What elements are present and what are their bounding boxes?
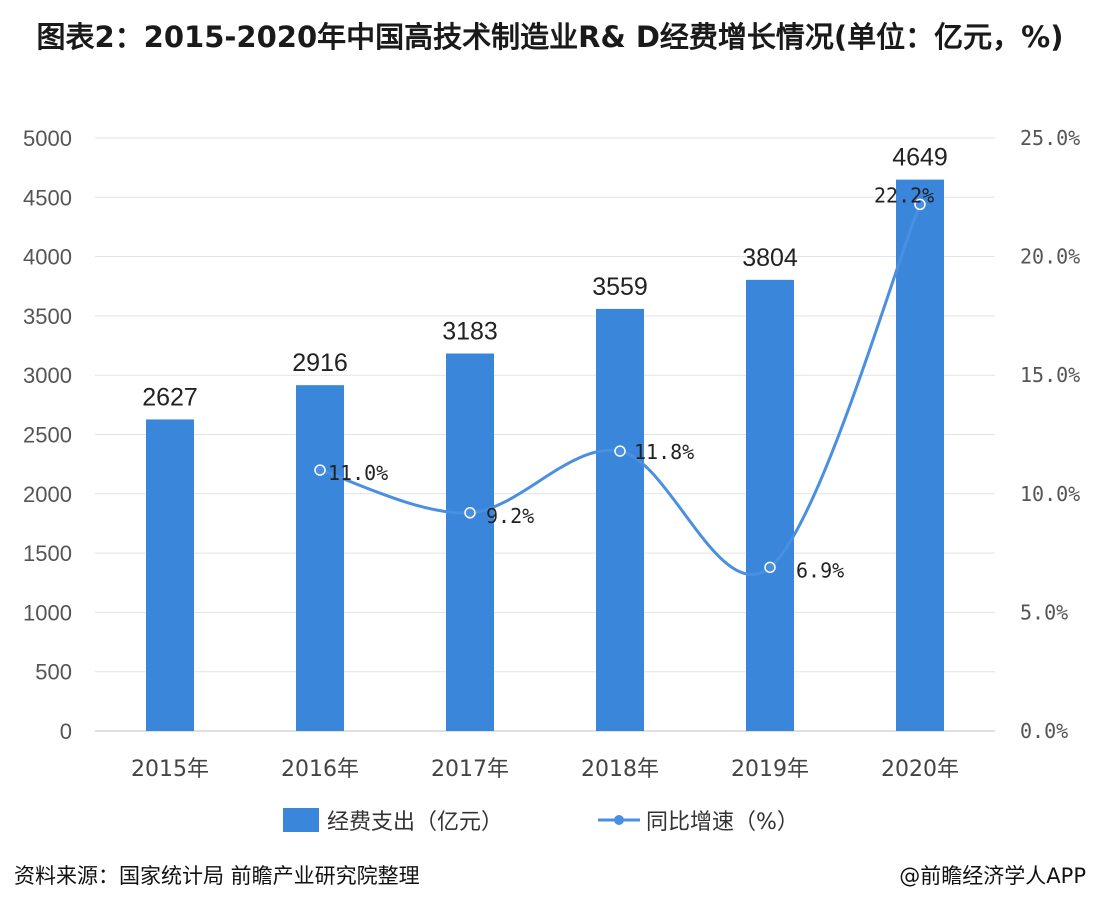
footer: 资料来源：国家统计局 前瞻产业研究院整理 @前瞻经济学人APP <box>14 856 1086 896</box>
bar <box>896 179 944 731</box>
x-tick-label: 2016年 <box>281 757 359 782</box>
bar-value-labels: 2627 2916 3183 3559 3804 4649 <box>142 144 948 412</box>
bar-value-label: 2627 <box>142 383 198 411</box>
growth-point-label: 11.0% <box>328 461 388 485</box>
x-tick-label: 2015年 <box>131 757 209 782</box>
bar <box>446 353 494 731</box>
bar <box>146 419 194 731</box>
growth-point <box>464 507 476 519</box>
left-tick-label: 4500 <box>23 185 72 210</box>
legend-bar-swatch <box>283 808 319 832</box>
left-tick-label: 4000 <box>23 245 72 270</box>
legend-line-marker <box>614 815 624 825</box>
growth-point <box>914 198 926 211</box>
right-tick-label: 20.0% <box>1020 245 1080 269</box>
bar <box>296 385 344 731</box>
left-tick-label: 5000 <box>23 126 72 151</box>
credit-note: @前瞻经济学人APP <box>899 864 1086 888</box>
right-tick-label: 5.0% <box>1020 600 1068 624</box>
chart-title: 图表2：2015-2020年中国高技术制造业R& D经费增长情况(单位：亿元，%… <box>36 20 1064 54</box>
x-axis-ticks: 2015年 2016年 2017年 2018年 2019年 2020年 <box>131 757 959 782</box>
growth-point-label: 22.2% <box>874 183 934 207</box>
growth-line-layer <box>314 198 926 576</box>
left-tick-label: 3500 <box>23 304 72 329</box>
left-tick-label: 1500 <box>23 541 72 566</box>
left-tick-label: 2500 <box>23 423 72 448</box>
bar <box>746 279 794 731</box>
x-tick-label: 2017年 <box>431 757 509 782</box>
growth-point-label: 11.8% <box>634 440 694 464</box>
left-axis-ticks: 0 500 1000 1500 2000 2500 3000 3500 4000 4500 5000 <box>23 126 72 744</box>
growth-point-labels: 11.0% 9.2% 11.8% 6.9% 22.2% <box>328 183 934 582</box>
left-tick-label: 3000 <box>23 363 72 388</box>
bar-value-label: 4649 <box>892 144 948 172</box>
left-tick-label: 500 <box>35 660 72 685</box>
legend: 经费支出（亿元） 同比增速（%） <box>283 808 799 835</box>
left-tick-label: 2000 <box>23 482 72 507</box>
right-tick-label: 25.0% <box>1020 126 1080 150</box>
growth-point <box>614 445 626 457</box>
legend-bar-label: 经费支出（亿元） <box>327 810 503 835</box>
left-tick-label: 1000 <box>23 600 72 625</box>
growth-point-label: 9.2% <box>486 504 534 528</box>
grid-lines <box>95 137 995 732</box>
bars <box>146 179 944 731</box>
bar <box>596 308 644 731</box>
right-tick-label: 0.0% <box>1020 719 1068 743</box>
right-tick-label: 15.0% <box>1020 363 1080 387</box>
x-tick-label: 2020年 <box>881 757 959 782</box>
bar-value-label: 3183 <box>442 317 498 345</box>
left-tick-label: 0 <box>60 719 72 744</box>
growth-line <box>319 203 922 576</box>
growth-point <box>764 561 776 574</box>
x-tick-label: 2019年 <box>731 757 809 782</box>
growth-point-label: 6.9% <box>796 558 844 582</box>
right-axis-ticks: 0.0% 5.0% 10.0% 15.0% 20.0% 25.0% <box>1020 126 1080 743</box>
bar-value-label: 3559 <box>592 273 648 301</box>
bar-value-label: 2916 <box>292 349 348 377</box>
bar-value-label: 3804 <box>742 244 798 272</box>
legend-line-label: 同比增速（%） <box>646 810 799 835</box>
source-note: 资料来源：国家统计局 前瞻产业研究院整理 <box>14 864 420 888</box>
right-tick-label: 10.0% <box>1020 482 1080 506</box>
x-tick-label: 2018年 <box>581 757 659 782</box>
growth-point <box>314 464 326 476</box>
